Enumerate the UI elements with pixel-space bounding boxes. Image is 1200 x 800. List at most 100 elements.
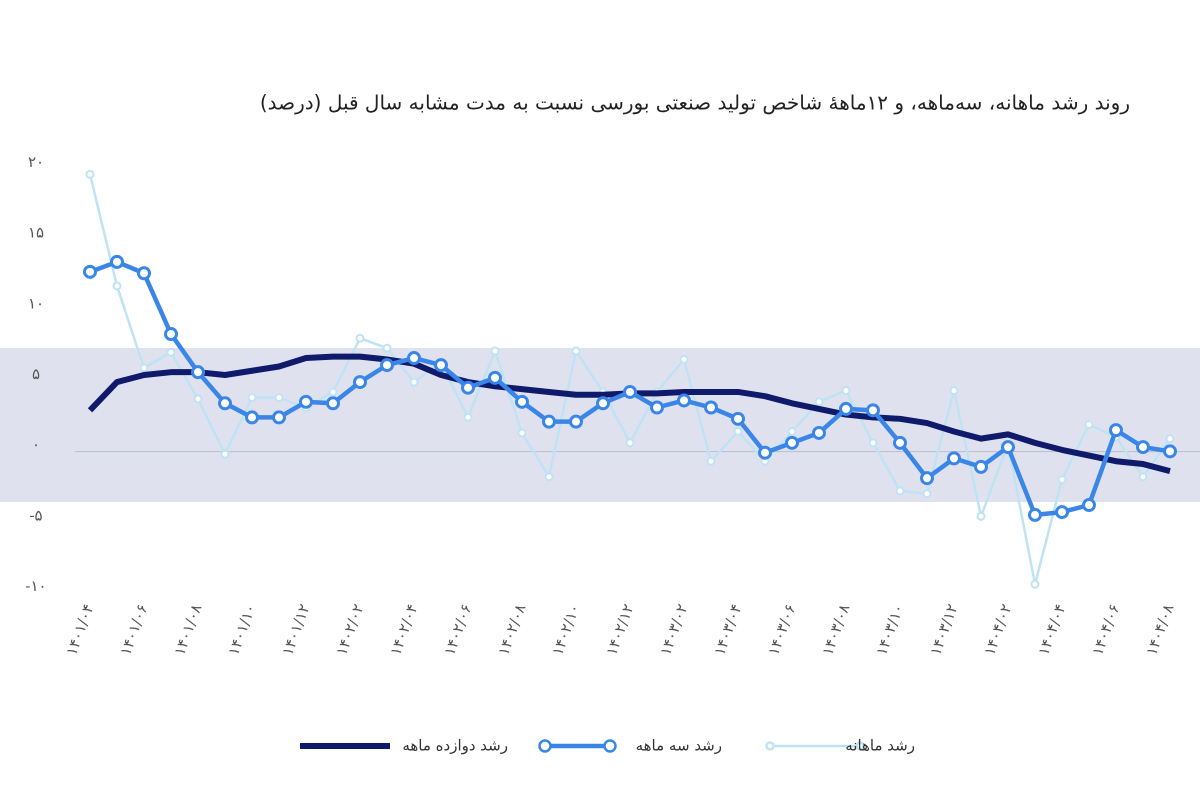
legend-label: رشد ماهانه bbox=[845, 737, 915, 755]
point bbox=[704, 400, 718, 415]
x-tick-label: ۱۴۰۳/۰۴ bbox=[710, 602, 745, 658]
point bbox=[650, 400, 664, 415]
point bbox=[409, 377, 419, 387]
point bbox=[679, 354, 689, 364]
chart-title: روند رشد ماهانه، سه‌ماهه، و ۱۲ماههٔ شاخص… bbox=[260, 91, 1130, 115]
y-tick-label: -۱۰ bbox=[25, 577, 46, 595]
point bbox=[164, 327, 178, 342]
point bbox=[544, 472, 554, 482]
x-tick-label: ۱۴۰۱/۰۶ bbox=[116, 602, 151, 658]
point bbox=[326, 396, 340, 411]
point bbox=[355, 333, 365, 343]
point bbox=[893, 435, 907, 450]
x-tick-label: ۱۴۰۴/۰۴ bbox=[1034, 602, 1069, 658]
x-tick-label: ۱۴۰۲/۰۸ bbox=[494, 602, 529, 658]
point bbox=[787, 427, 797, 437]
point bbox=[1082, 498, 1096, 513]
x-tick-label: ۱۴۰۴/۰۶ bbox=[1088, 602, 1123, 658]
y-tick-label: ۲۰ bbox=[28, 153, 44, 171]
point bbox=[137, 266, 151, 281]
x-tick-label: ۱۴۰۴/۰۲ bbox=[980, 602, 1015, 658]
point bbox=[488, 370, 502, 385]
y-tick-label: ۵ bbox=[32, 365, 40, 383]
point bbox=[569, 414, 583, 429]
point bbox=[85, 169, 95, 179]
point bbox=[706, 456, 716, 466]
point bbox=[868, 438, 878, 448]
y-tick-label: ۱۰ bbox=[28, 294, 44, 312]
legend-dot bbox=[603, 739, 617, 753]
point bbox=[382, 343, 392, 353]
point bbox=[625, 438, 635, 448]
point bbox=[193, 394, 203, 404]
point bbox=[812, 425, 826, 440]
point bbox=[1001, 440, 1015, 455]
point bbox=[247, 393, 257, 403]
point bbox=[814, 397, 824, 407]
point bbox=[299, 394, 313, 409]
point bbox=[380, 358, 394, 373]
legend-label: رشد سه ماهه bbox=[636, 737, 722, 755]
x-tick-label: ۱۴۰۳/۰۶ bbox=[764, 602, 799, 658]
point bbox=[517, 428, 527, 438]
x-tick-label: ۱۴۰۲/۱۰ bbox=[548, 602, 583, 658]
point bbox=[463, 412, 473, 422]
point bbox=[758, 445, 772, 460]
point bbox=[328, 387, 338, 397]
point bbox=[83, 264, 97, 279]
point bbox=[515, 394, 529, 409]
point bbox=[841, 386, 851, 396]
point bbox=[272, 410, 286, 425]
point bbox=[1055, 505, 1069, 520]
x-tick-label: ۱۴۰۲/۰۶ bbox=[440, 602, 475, 658]
x-tick-label: ۱۴۰۱/۱۲ bbox=[278, 602, 313, 658]
point bbox=[1165, 434, 1175, 444]
x-tick-label: ۱۴۰۱/۰۸ bbox=[170, 602, 205, 658]
point bbox=[976, 511, 986, 521]
x-tick-label: ۱۴۰۲/۱۲ bbox=[602, 602, 637, 658]
point bbox=[785, 435, 799, 450]
point bbox=[220, 449, 230, 459]
point bbox=[1030, 579, 1040, 589]
point bbox=[920, 471, 934, 486]
point bbox=[922, 489, 932, 499]
point bbox=[974, 459, 988, 474]
y-tick-label: -۵ bbox=[29, 506, 42, 524]
point bbox=[353, 375, 367, 390]
point bbox=[110, 254, 124, 269]
point bbox=[112, 281, 122, 291]
point bbox=[571, 346, 581, 356]
point bbox=[596, 396, 610, 411]
point bbox=[191, 365, 205, 380]
x-tick-label: ۱۴۰۳/۱۰ bbox=[872, 602, 907, 658]
x-tick-label: ۱۴۰۳/۰۲ bbox=[656, 602, 691, 658]
point bbox=[1028, 507, 1042, 522]
point bbox=[895, 486, 905, 496]
x-tick-label: ۱۴۰۲/۰۲ bbox=[332, 602, 367, 658]
legend-dot bbox=[765, 741, 775, 751]
point bbox=[1109, 423, 1123, 438]
point bbox=[274, 393, 284, 403]
x-tick-label: ۱۴۰۲/۰۴ bbox=[386, 602, 421, 658]
point bbox=[139, 363, 149, 373]
x-tick-label: ۱۴۰۳/۰۸ bbox=[818, 602, 853, 658]
point bbox=[542, 414, 556, 429]
point bbox=[1163, 444, 1177, 459]
point bbox=[245, 410, 259, 425]
point bbox=[1084, 419, 1094, 429]
point bbox=[733, 427, 743, 437]
point bbox=[461, 380, 475, 395]
point bbox=[731, 411, 745, 426]
point bbox=[434, 358, 448, 373]
y-tick-label: ۰ bbox=[32, 436, 40, 454]
point bbox=[1057, 475, 1067, 485]
legend-dot bbox=[855, 741, 865, 751]
point bbox=[407, 351, 421, 366]
point bbox=[166, 347, 176, 357]
point bbox=[839, 401, 853, 416]
point bbox=[1136, 440, 1150, 455]
point bbox=[677, 393, 691, 408]
point bbox=[623, 384, 637, 399]
x-tick-label: ۱۴۰۳/۱۲ bbox=[926, 602, 961, 658]
